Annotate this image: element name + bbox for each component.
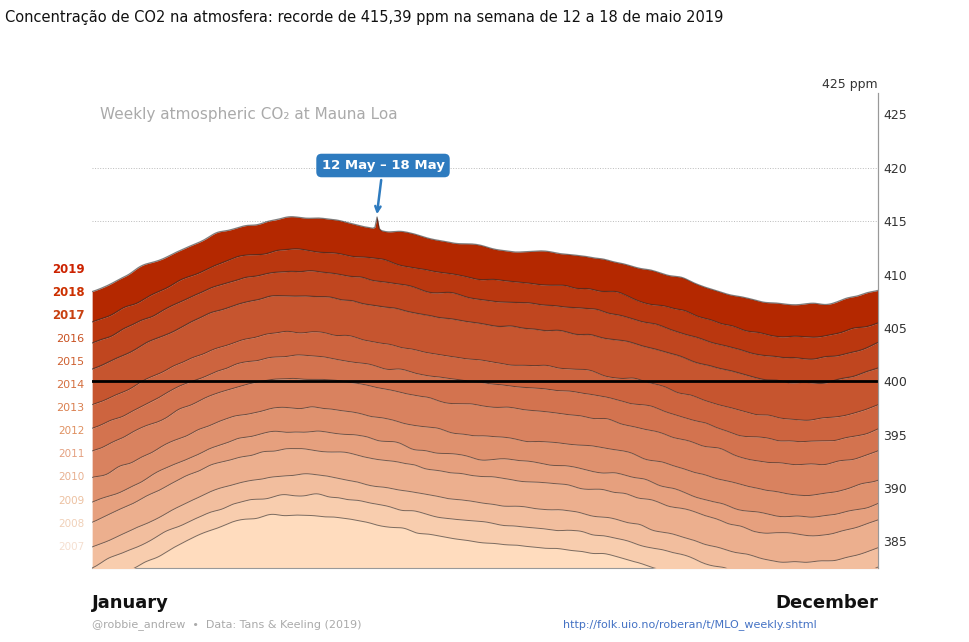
Text: @robbie_andrew  •  Data: Tans & Keeling (2019): @robbie_andrew • Data: Tans & Keeling (2… <box>92 620 361 630</box>
Text: 2008: 2008 <box>58 519 84 528</box>
Text: Concentração de CO2 na atmosfera: recorde de 415,39 ppm na semana de 12 a 18 de : Concentração de CO2 na atmosfera: record… <box>5 10 723 24</box>
Text: 2017: 2017 <box>51 309 84 322</box>
Text: 2015: 2015 <box>56 357 84 367</box>
Text: 12 May – 18 May: 12 May – 18 May <box>322 159 444 211</box>
Text: 2019: 2019 <box>51 263 84 276</box>
Text: 2010: 2010 <box>58 473 84 482</box>
Text: 2009: 2009 <box>58 496 84 505</box>
Text: 2014: 2014 <box>56 380 84 390</box>
Text: 2013: 2013 <box>56 403 84 413</box>
Text: January: January <box>92 594 169 612</box>
Text: 2012: 2012 <box>58 426 84 436</box>
Text: Weekly atmospheric CO₂ at Mauna Loa: Weekly atmospheric CO₂ at Mauna Loa <box>100 107 397 123</box>
Text: 2007: 2007 <box>58 542 84 552</box>
Text: December: December <box>774 594 877 612</box>
Text: http://folk.uio.no/roberan/t/MLO_weekly.shtml: http://folk.uio.no/roberan/t/MLO_weekly.… <box>562 620 816 630</box>
Text: 2011: 2011 <box>58 449 84 459</box>
Text: 2016: 2016 <box>56 334 84 343</box>
Text: 425 ppm: 425 ppm <box>822 78 877 91</box>
Text: 2018: 2018 <box>51 286 84 299</box>
